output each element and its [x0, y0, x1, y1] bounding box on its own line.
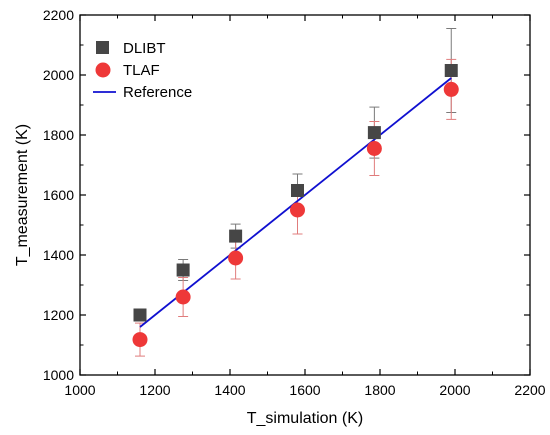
y-tick-label: 1000 [43, 367, 74, 383]
legend: DLIBT TLAF Reference [93, 40, 192, 101]
x-tick-label: 1800 [364, 382, 395, 398]
x-tick-label: 1600 [289, 382, 320, 398]
axes-layer: 1000 1200 1400 1600 1800 2000 2200 1000 1200 1400… [14, 7, 546, 427]
tlaf-point [132, 332, 148, 348]
legend-label-tlaf: TLAF [123, 62, 160, 79]
legend-marker-tlaf [95, 62, 111, 78]
x-tick-label: 1400 [214, 382, 245, 398]
tlaf-point [290, 202, 305, 218]
dlibt-point [444, 64, 458, 77]
dlibt-point [176, 263, 190, 277]
legend-label-dlibt: DLIBT [123, 40, 166, 57]
dlibt-point [229, 229, 243, 243]
y-tick-label: 2000 [43, 67, 74, 83]
plot-layer [132, 28, 459, 357]
legend-marker-dlibt [96, 41, 109, 54]
tlaf-point [443, 81, 459, 97]
y-tick-label: 1400 [43, 247, 74, 263]
tlaf-point [366, 141, 382, 156]
x-tick-label: 2200 [514, 382, 545, 398]
dlibt-point [291, 184, 304, 197]
y-tick-label: 1800 [43, 127, 74, 143]
dlibt-point [367, 126, 381, 140]
y-tick-label: 1600 [43, 187, 74, 203]
tlaf-point [175, 289, 191, 305]
y-tick-label: 1200 [43, 307, 74, 323]
x-tick-label: 1000 [64, 382, 95, 398]
x-tick-label: 1200 [139, 382, 170, 398]
x-tick-label: 2000 [439, 382, 470, 398]
y-axis-title: T_measurement (K) [14, 124, 31, 266]
reference-line [139, 77, 452, 328]
legend-label-reference: Reference [123, 84, 192, 101]
x-axis-title: T_simulation (K) [247, 410, 363, 427]
y-tick-label: 2200 [43, 7, 74, 23]
dlibt-point [133, 308, 147, 322]
tlaf-point [228, 250, 244, 266]
